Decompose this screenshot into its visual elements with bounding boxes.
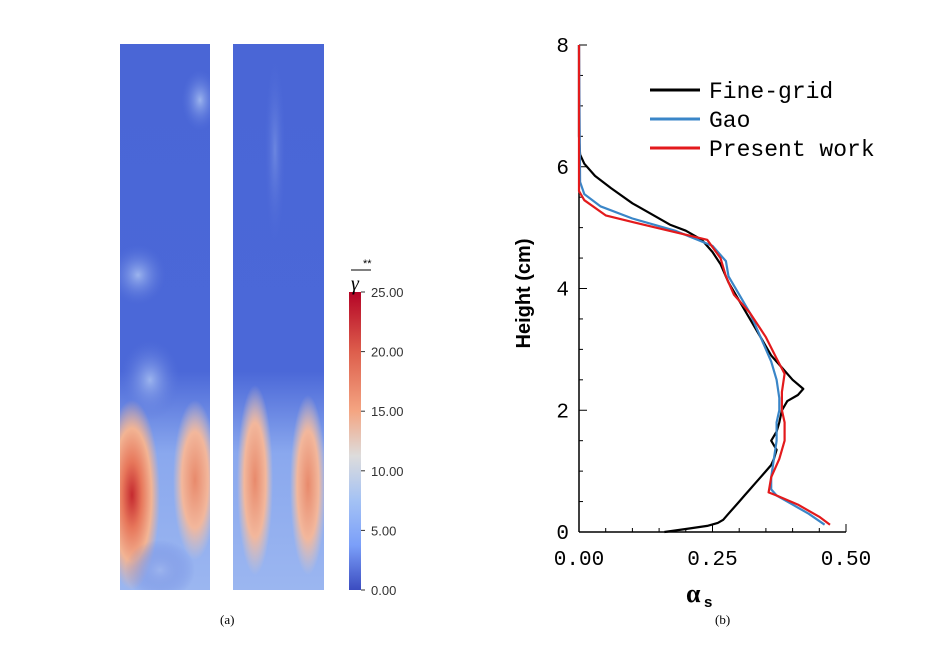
legend-label: Gao [709, 108, 750, 134]
colorbar-tick-label: 15.00 [371, 404, 404, 419]
svg-text:s: s [704, 594, 712, 611]
colorbar-tick-label: 20.00 [371, 345, 404, 360]
x-tick-label: 0.50 [821, 549, 871, 572]
y-tick-label: 4 [556, 280, 569, 303]
colorbar-ticks: 25.00 20.00 15.00 10.00 5.00 0.00 [361, 285, 404, 598]
y-tick-label: 2 [556, 401, 569, 424]
x-axis-label: α s [686, 579, 712, 611]
x-tick-label: 0.00 [554, 549, 604, 572]
colorbar-title-superscript: ** [363, 258, 372, 270]
colorbar [349, 292, 361, 590]
chart-axes: 0 2 4 6 8 0.00 0.25 0.50 [554, 36, 871, 572]
svg-text:α: α [686, 579, 701, 608]
legend-label: Present work [709, 137, 875, 163]
contour-left [120, 44, 210, 590]
y-tick-label: 0 [556, 523, 569, 546]
series-line-present-work [577, 45, 831, 526]
chart-series [577, 44, 831, 534]
colorbar-tick-label: 10.00 [371, 464, 404, 479]
y-tick-label: 6 [556, 158, 569, 181]
chart-legend: Fine-grid Gao Present work [650, 79, 875, 163]
contour-right [233, 44, 324, 590]
y-tick-label: 8 [556, 36, 569, 59]
colorbar-title-symbol: γ [351, 273, 360, 295]
x-tick-label: 0.25 [687, 549, 737, 572]
y-axis-label: Height (cm) [513, 239, 535, 349]
colorbar-tick-label: 5.00 [371, 523, 396, 538]
panel-b-label: (b) [715, 612, 731, 627]
legend-label: Fine-grid [709, 79, 833, 105]
colorbar-tick-label: 0.00 [371, 583, 396, 598]
colorbar-tick-label: 25.00 [371, 285, 404, 300]
series-line-gao [577, 44, 826, 526]
panel-a-label: (a) [220, 612, 235, 627]
series-line-fine-grid [577, 45, 805, 534]
